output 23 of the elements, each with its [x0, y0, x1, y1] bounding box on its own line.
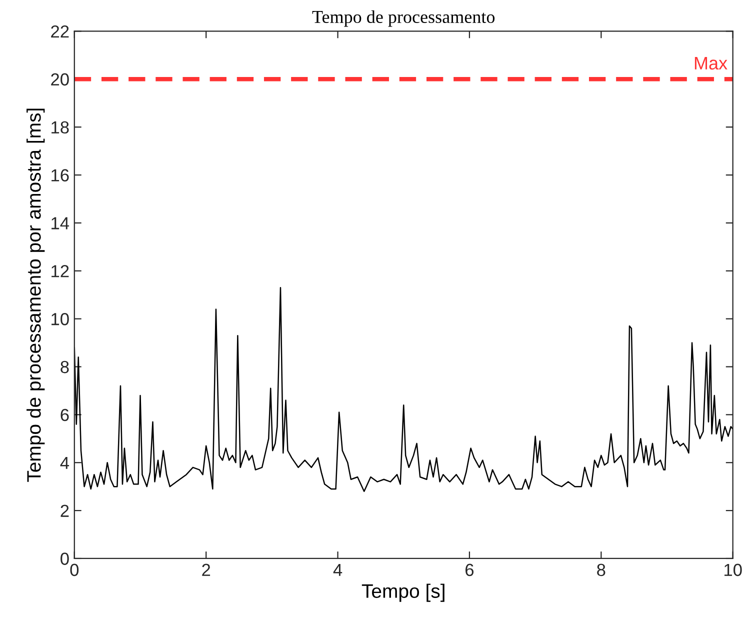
- y-tick-label: 18: [52, 121, 69, 134]
- x-tick-label: 8: [597, 564, 606, 576]
- y-tick-label: 6: [60, 408, 69, 422]
- x-tick-label: 4: [333, 564, 342, 576]
- y-tick-label: 22: [51, 25, 69, 38]
- chart-title: Tempo de processamento: [312, 10, 495, 27]
- x-axis-title: Tempo [s]: [362, 584, 444, 602]
- x-tick-label: 6: [466, 564, 474, 576]
- y-axis-title: Tempo de processamento por amostra [ms]: [26, 108, 45, 482]
- y-tick-label: 10: [52, 312, 69, 326]
- y-tick-label: 2: [60, 504, 69, 517]
- y-tick-label: 8: [60, 360, 69, 374]
- line-series: [74, 287, 733, 492]
- y-tick-label: 12: [52, 265, 69, 278]
- x-tick-label: 10: [724, 564, 742, 576]
- y-tick-label: 4: [60, 456, 70, 469]
- ref-line-label: Max: [694, 56, 728, 70]
- y-tick-label: 0: [60, 552, 69, 565]
- y-tick-label: 20: [51, 73, 69, 86]
- x-tick-label: 2: [202, 564, 210, 576]
- y-tick-label: 16: [52, 169, 69, 182]
- x-tick-label: 0: [70, 564, 79, 576]
- y-tick-label: 14: [52, 217, 70, 230]
